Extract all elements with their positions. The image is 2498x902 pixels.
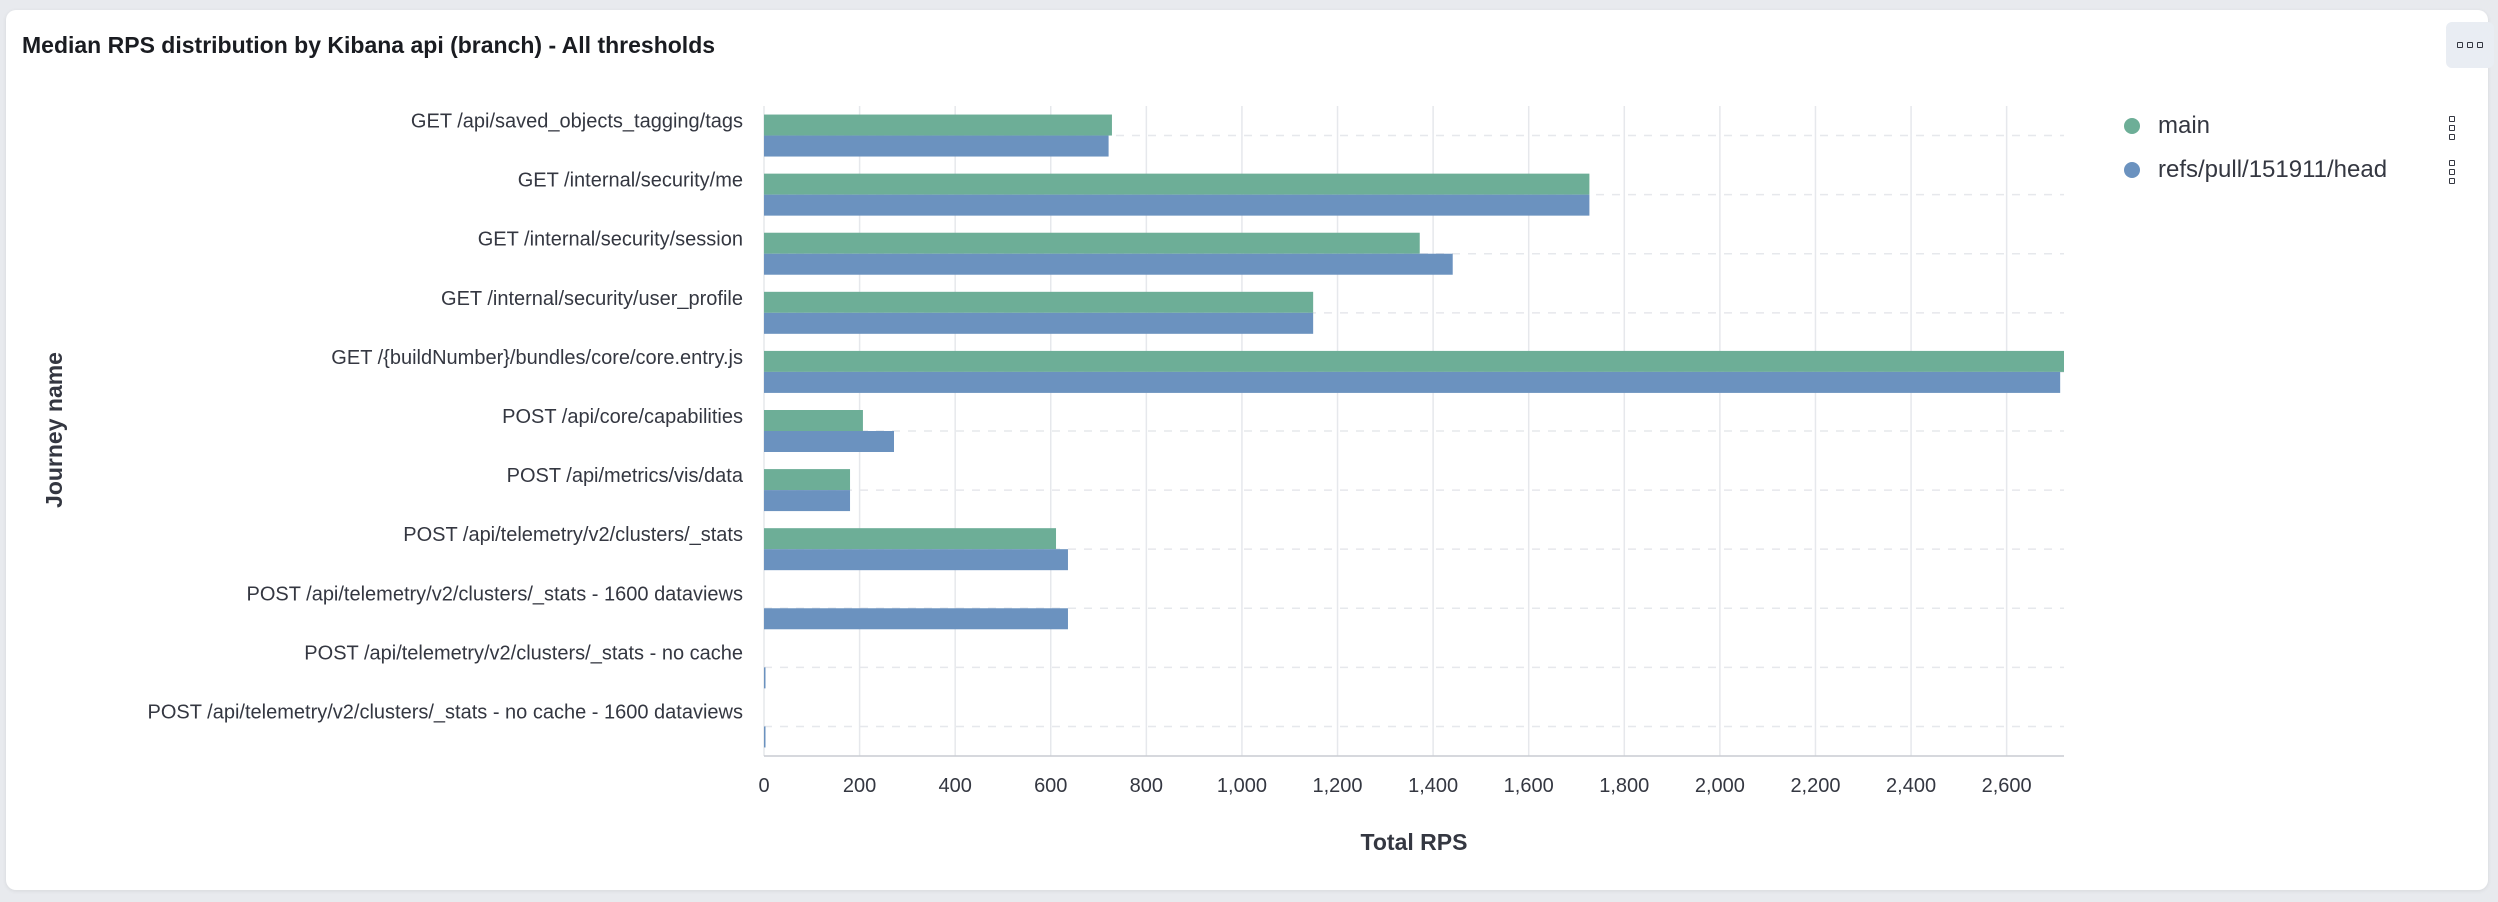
three-dots-horizontal-icon — [2457, 42, 2483, 48]
bar-main[interactable] — [764, 410, 863, 431]
bar-branch[interactable] — [764, 726, 766, 748]
legend: main refs/pull/151911/head — [2124, 104, 2464, 192]
category-labels: GET /api/saved_objects_tagging/tags GET /… — [148, 111, 744, 724]
category-label: GET /internal/security/session — [478, 229, 743, 251]
legend-label-main: main — [2158, 112, 2211, 139]
x-tick-label: 2,600 — [1982, 775, 2032, 797]
legend-swatch-main — [2124, 118, 2140, 134]
legend-item-branch[interactable]: refs/pull/151911/head — [2124, 148, 2464, 192]
category-label: GET /internal/security/user_profile — [441, 288, 743, 310]
bar-main[interactable] — [764, 350, 2064, 372]
bar-branch[interactable] — [764, 549, 1068, 571]
bar-branch[interactable] — [764, 431, 894, 452]
legend-item-main[interactable]: main — [2124, 104, 2464, 148]
x-tick-label: 1,000 — [1217, 775, 1267, 797]
bar-main[interactable] — [764, 528, 1057, 550]
legend-swatch-branch — [2124, 162, 2140, 178]
bar-main[interactable] — [764, 291, 1314, 313]
bar-layer — [764, 114, 2064, 748]
x-tick-label: 0 — [758, 775, 769, 797]
x-tick-labels: 0 200 400 600 800 1,000 1,200 1,400 1,600 1,800 2,… — [758, 775, 2031, 797]
bar-branch[interactable] — [764, 490, 851, 512]
bar-main[interactable] — [764, 232, 1420, 254]
category-label: POST /api/metrics/vis/data — [507, 465, 744, 487]
panel-title: Median RPS distribution by Kibana api (b… — [22, 32, 716, 58]
category-label: GET /api/saved_objects_tagging/tags — [411, 111, 743, 133]
category-label: GET /internal/security/me — [518, 170, 743, 192]
x-tick-label: 800 — [1130, 775, 1163, 797]
category-label: POST /api/telemetry/v2/clusters/_stats -… — [304, 642, 743, 664]
category-label: POST /api/core/capabilities — [502, 406, 743, 428]
x-tick-label: 2,400 — [1886, 775, 1936, 797]
panel-options-button[interactable] — [2446, 22, 2494, 68]
vertical-dots-icon[interactable] — [2448, 160, 2456, 184]
y-axis-title: Journey name — [41, 352, 67, 508]
bar-branch[interactable] — [764, 312, 1314, 334]
category-label: POST /api/telemetry/v2/clusters/_stats — [403, 524, 743, 546]
x-tick-label: 400 — [938, 775, 971, 797]
x-tick-label: 1,600 — [1504, 775, 1554, 797]
bar-branch[interactable] — [764, 253, 1453, 275]
bar-main[interactable] — [764, 469, 851, 491]
x-tick-label: 600 — [1034, 775, 1067, 797]
x-tick-label: 1,800 — [1599, 775, 1649, 797]
bar-main[interactable] — [764, 114, 1112, 136]
x-tick-label: 1,400 — [1408, 775, 1458, 797]
x-tick-label: 2,000 — [1695, 775, 1745, 797]
vertical-dots-icon[interactable] — [2448, 116, 2456, 140]
x-tick-label: 200 — [843, 775, 876, 797]
bar-branch[interactable] — [764, 371, 2061, 393]
category-label: POST /api/telemetry/v2/clusters/_stats -… — [148, 701, 743, 723]
x-tick-label: 1,200 — [1312, 775, 1362, 797]
category-label: GET /{buildNumber}/bundles/core/core.ent… — [331, 347, 743, 369]
bar-main[interactable] — [764, 173, 1590, 195]
x-tick-label: 2,200 — [1790, 775, 1840, 797]
bar-branch[interactable] — [764, 667, 766, 689]
bar-branch[interactable] — [764, 608, 1068, 630]
category-label: POST /api/telemetry/v2/clusters/_stats -… — [246, 583, 743, 605]
bar-branch[interactable] — [764, 135, 1109, 157]
legend-label-branch: refs/pull/151911/head — [2158, 156, 2388, 183]
bar-branch[interactable] — [764, 194, 1590, 216]
x-axis-title: Total RPS — [1361, 829, 1468, 855]
chart-panel: Median RPS distribution by Kibana api (b… — [6, 10, 2494, 890]
